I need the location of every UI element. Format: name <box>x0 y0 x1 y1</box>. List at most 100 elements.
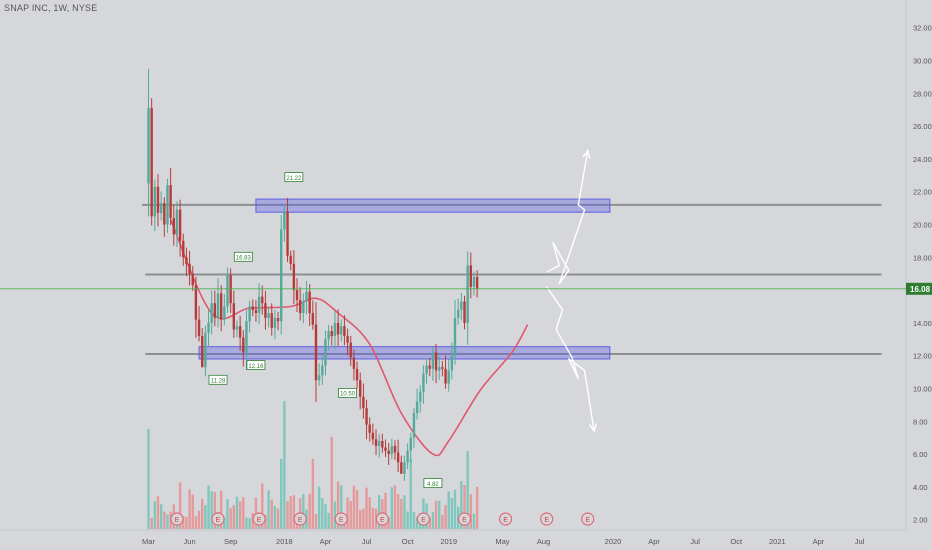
candle[interactable] <box>396 439 400 472</box>
candle[interactable] <box>210 290 213 335</box>
candle[interactable] <box>343 315 346 346</box>
candle[interactable] <box>264 290 267 330</box>
candle[interactable] <box>362 383 365 419</box>
candle[interactable] <box>286 197 289 263</box>
candle[interactable] <box>321 355 324 385</box>
candle[interactable] <box>251 299 254 317</box>
candle[interactable] <box>444 355 447 389</box>
candle[interactable] <box>147 68 150 217</box>
candle[interactable] <box>223 294 226 326</box>
candle[interactable] <box>232 290 236 338</box>
candle[interactable] <box>292 250 296 304</box>
candle[interactable] <box>201 328 204 368</box>
candle[interactable] <box>276 311 280 331</box>
earnings-marker[interactable] <box>416 512 431 526</box>
candle[interactable] <box>314 302 318 403</box>
candle[interactable] <box>267 306 270 328</box>
candle[interactable] <box>254 300 258 322</box>
candle[interactable] <box>216 277 220 328</box>
earnings-marker[interactable] <box>581 512 595 526</box>
earnings-marker[interactable] <box>457 512 472 526</box>
earnings-marker[interactable] <box>375 512 389 526</box>
candle[interactable] <box>327 324 330 351</box>
candle[interactable] <box>311 300 315 330</box>
candle[interactable] <box>475 270 479 298</box>
candle[interactable] <box>248 300 251 333</box>
candle[interactable] <box>374 429 378 456</box>
candle[interactable] <box>381 433 384 453</box>
candle[interactable] <box>317 363 321 386</box>
candle[interactable] <box>280 214 283 335</box>
candle[interactable] <box>257 283 261 324</box>
earnings-marker[interactable] <box>540 512 554 526</box>
candle[interactable] <box>191 266 194 291</box>
candle[interactable] <box>213 290 217 327</box>
candle[interactable] <box>466 251 469 345</box>
candle[interactable] <box>333 310 337 350</box>
candle[interactable] <box>425 358 428 384</box>
candle[interactable] <box>472 271 476 296</box>
candle[interactable] <box>270 303 273 336</box>
earnings-marker[interactable] <box>252 512 266 526</box>
candle[interactable] <box>289 250 292 271</box>
candle[interactable] <box>295 278 299 313</box>
candle[interactable] <box>194 276 198 338</box>
candle[interactable] <box>245 310 248 370</box>
candle[interactable] <box>431 347 435 381</box>
candle[interactable] <box>434 343 438 384</box>
candle[interactable] <box>365 399 368 440</box>
candle[interactable] <box>393 440 397 461</box>
candle[interactable] <box>463 295 466 330</box>
candle[interactable] <box>238 315 242 351</box>
candle[interactable] <box>403 455 406 482</box>
earnings-marker[interactable] <box>498 512 513 526</box>
candle[interactable] <box>153 179 157 232</box>
candle[interactable] <box>419 385 422 413</box>
candle[interactable] <box>450 342 454 380</box>
candle[interactable] <box>340 319 343 342</box>
candle[interactable] <box>163 197 166 237</box>
candle[interactable] <box>428 357 431 377</box>
candle[interactable] <box>175 201 179 248</box>
candle[interactable] <box>349 335 352 366</box>
candle[interactable] <box>387 443 390 465</box>
candle[interactable] <box>324 330 327 376</box>
candle[interactable] <box>305 280 308 315</box>
candle[interactable] <box>172 205 175 246</box>
candle[interactable] <box>438 356 441 381</box>
earnings-marker[interactable] <box>170 512 184 526</box>
candle[interactable] <box>422 365 425 404</box>
candle[interactable] <box>371 423 375 445</box>
candle[interactable] <box>226 267 229 313</box>
candle[interactable] <box>261 285 264 315</box>
candle[interactable] <box>336 309 340 347</box>
candle[interactable] <box>188 250 191 286</box>
candle[interactable] <box>368 417 371 442</box>
candle[interactable] <box>330 325 333 346</box>
candle[interactable] <box>447 359 450 392</box>
candle[interactable] <box>182 233 185 266</box>
candle[interactable] <box>460 292 463 321</box>
candle[interactable] <box>469 252 473 299</box>
candle[interactable] <box>441 361 444 377</box>
candle[interactable] <box>308 284 311 326</box>
candle[interactable] <box>204 325 207 377</box>
candle[interactable] <box>302 293 305 324</box>
candle[interactable] <box>384 439 387 458</box>
candle[interactable] <box>169 168 172 226</box>
candle[interactable] <box>229 268 232 313</box>
candle[interactable] <box>235 320 239 338</box>
candle[interactable] <box>242 330 245 367</box>
candle[interactable] <box>178 199 182 257</box>
candle[interactable] <box>273 310 277 340</box>
earnings-marker[interactable] <box>293 512 307 526</box>
candle[interactable] <box>298 287 302 321</box>
candle[interactable] <box>415 388 419 420</box>
candle[interactable] <box>377 434 381 458</box>
earnings-marker[interactable] <box>211 512 225 526</box>
candle[interactable] <box>166 178 169 233</box>
candle[interactable] <box>207 309 210 346</box>
candle[interactable] <box>352 349 356 381</box>
candle[interactable] <box>159 191 163 221</box>
